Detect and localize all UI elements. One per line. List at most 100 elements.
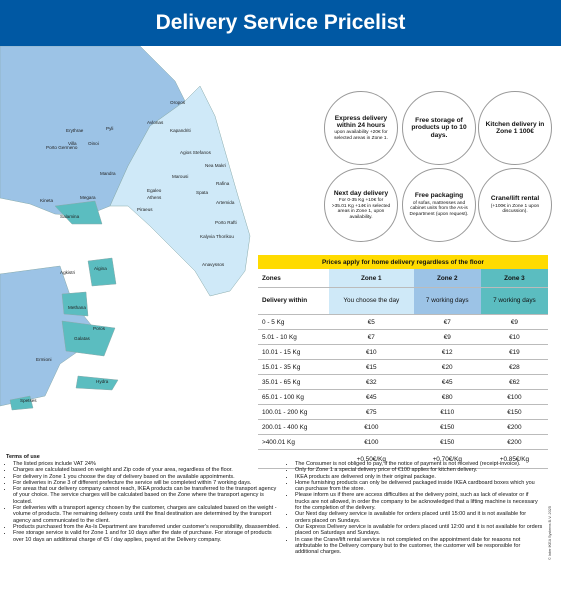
term: For areas that our delivery company cann… — [13, 486, 281, 505]
service-title: Next day delivery — [333, 189, 389, 197]
map-label: Anavyssos — [202, 262, 225, 267]
map-label: Ermioni — [36, 357, 52, 362]
map-label: Artemida — [216, 200, 235, 205]
map-label: Agkistri — [60, 270, 76, 275]
service-detail: of sofas, mattresses and cabinet units f… — [409, 200, 469, 217]
per-kg-row: +0.50€/Kg +0.70€/Kg +0.85€/Kg — [258, 449, 548, 469]
price-table: Prices apply for home delivery regardles… — [258, 255, 548, 469]
price-row: 35.01 - 65 Kg €32 €45 €62 — [258, 374, 548, 390]
terms: Terms of use The listed prices include V… — [6, 454, 546, 555]
term: Products purchased from the As-Is Depart… — [13, 524, 281, 530]
map-label: Erythrae — [66, 128, 84, 133]
term: In case the Crane/lift rental service is… — [295, 537, 543, 556]
header-row: Zones Zone 1 Zone 2 Zone 3 — [258, 269, 548, 288]
map-label: Megara — [80, 195, 96, 200]
price-cell: €45 — [328, 389, 414, 405]
term: For deliveries with a transport agency c… — [13, 505, 281, 524]
price-cell: €9 — [413, 329, 481, 345]
per-kg-cell: +0.50€/Kg — [328, 449, 414, 469]
map-label: Spata — [196, 190, 209, 195]
price-cell: €45 — [413, 374, 481, 390]
term: Only for Zone 1 a special delivery price… — [295, 467, 543, 473]
map-label: Avlonas — [147, 120, 164, 125]
service-detail: upon availability +20€ for selected area… — [334, 130, 388, 141]
delivery-cell: You choose the day — [328, 287, 414, 315]
price-cell: €150 — [413, 434, 481, 450]
price-row: 5.01 - 10 Kg €7 €9 €10 — [258, 329, 548, 345]
price-cell: €10 — [328, 344, 414, 360]
term: The Consumer is not obliged to pay, if t… — [295, 461, 543, 467]
price-cell: 0 - 5 Kg — [258, 314, 329, 330]
price-cell: €12 — [413, 344, 481, 360]
delivery-cell: 7 working days — [480, 287, 548, 315]
price-cell: €75 — [328, 404, 414, 420]
term: The listed prices include VAT 24% — [13, 461, 281, 467]
map-label: Nea Makri — [205, 163, 226, 168]
map-label: Pyli — [106, 126, 114, 131]
price-cell: €5 — [328, 314, 414, 330]
terms-title: Terms of use — [6, 454, 40, 460]
price-row: 65.01 - 100 Kg €45 €80 €100 — [258, 389, 548, 405]
service-title: Express delivery within 24 hours — [334, 114, 388, 129]
term: Our Express Delivery service is availabl… — [295, 524, 543, 537]
price-cell: €9 — [480, 314, 548, 330]
price-cell: €100 — [328, 419, 414, 435]
zone-3-island — [75, 375, 119, 391]
term: Charges are calculated based on weight a… — [13, 467, 281, 473]
service-title: Kitchen delivery in Zone 1 100€ — [485, 120, 545, 135]
per-kg-cell: +0.85€/Kg — [480, 449, 548, 469]
price-cell: €200 — [480, 434, 548, 450]
zone-3-island — [61, 291, 89, 317]
map-label: Porto Rafti — [215, 220, 237, 225]
map-label: Villa — [68, 141, 77, 146]
price-cell: 15.01 - 35 Kg — [258, 359, 329, 375]
price-cell: 100.01 - 200 Kg — [258, 404, 329, 420]
price-cell: €80 — [413, 389, 481, 405]
price-cell: 35.01 - 65 Kg — [258, 374, 329, 390]
price-cell: 5.01 - 10 Kg — [258, 329, 329, 345]
table-caption: Prices apply for home delivery regardles… — [258, 255, 548, 269]
blank-cell — [258, 449, 329, 469]
per-kg-cell: +0.70€/Kg — [413, 449, 481, 469]
term: For delivery in Zone 1 you choose the da… — [13, 474, 281, 480]
map — [0, 46, 251, 411]
service-circle: Next day delivery For 0-35 Kg +10€ for >3… — [324, 168, 398, 242]
price-cell: €100 — [328, 434, 414, 450]
map-label: Galatas — [74, 336, 90, 341]
service-circle: Kitchen delivery in Zone 1 100€ — [478, 91, 552, 165]
price-cell: €62 — [480, 374, 548, 390]
service-title: Free packaging — [414, 192, 464, 200]
map-label: Piraeus — [137, 207, 153, 212]
service-circle: Free storage of products up to 10 days. — [402, 91, 476, 165]
map-label: Porto Germeno — [46, 145, 78, 150]
title: Delivery Service Pricelist — [155, 11, 406, 34]
price-row: 15.01 - 35 Kg €15 €20 €28 — [258, 359, 548, 375]
terms-left: The listed prices include VAT 24%Charges… — [6, 461, 281, 543]
delivery-cell: Delivery within — [258, 287, 329, 315]
price-cell: €200 — [480, 419, 548, 435]
price-cell: €15 — [328, 359, 414, 375]
map-label: Egaleo — [147, 188, 162, 193]
price-cell: €20 — [413, 359, 481, 375]
term: Free storage service is valid for Zone 1… — [13, 530, 281, 543]
service-circle: Crane/lift rental (+100€ in Zone 1 upon d… — [478, 168, 552, 242]
term: Home furnishing products can only be del… — [295, 480, 543, 493]
price-cell: €19 — [480, 344, 548, 360]
column-header: Zone 2 — [413, 269, 481, 288]
price-cell: 200.01 - 400 Kg — [258, 419, 329, 435]
map-label: Poros — [93, 326, 106, 331]
map-label: Kalyvia Thorikou — [200, 234, 234, 239]
map-label: Aigina — [94, 266, 107, 271]
price-row: 10.01 - 15 Kg €10 €12 €19 — [258, 344, 548, 360]
map-label: Hydra — [96, 379, 109, 384]
map-label: Kapandriti — [170, 128, 191, 133]
service-detail: For 0-35 Kg +10€ for >35.01 Kg +14€ in s… — [331, 198, 391, 220]
price-cell: >400.01 Kg — [258, 434, 329, 450]
title-bar: Delivery Service Pricelist — [0, 0, 561, 46]
zone-3-island — [9, 395, 34, 411]
price-row: 100.01 - 200 Kg €75 €110 €150 — [258, 404, 548, 420]
price-cell: €28 — [480, 359, 548, 375]
caption-row: Prices apply for home delivery regardles… — [258, 255, 548, 269]
column-header: Zones — [258, 269, 329, 288]
